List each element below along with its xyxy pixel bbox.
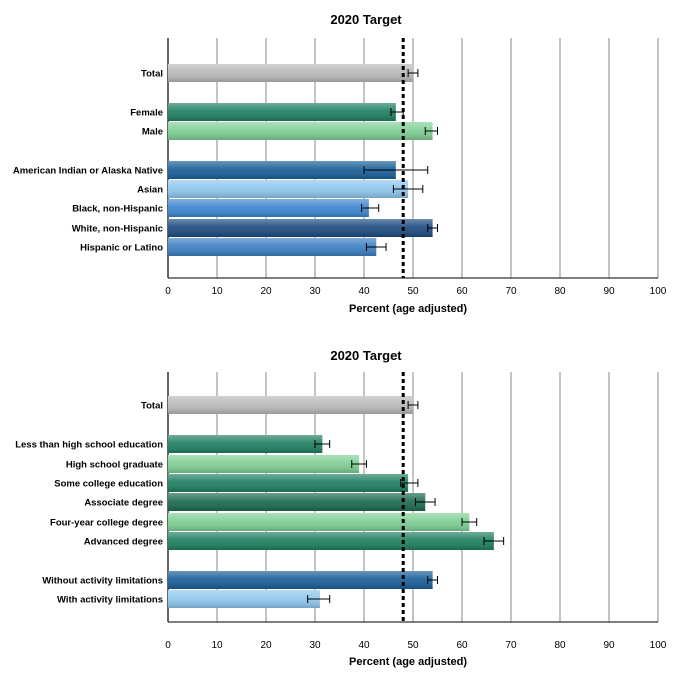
chart-panel-1: 2020 Target 0 10 20 30 40 50 60 70 80 90 100 Percent… — [13, 12, 667, 315]
x-tick-label: 100 — [650, 286, 667, 297]
x-tick-label: 60 — [456, 640, 468, 651]
x-tick-label: 0 — [165, 286, 171, 297]
category-label: Hispanic or Latino — [80, 243, 163, 254]
bar-shading — [168, 474, 409, 492]
x-tick-label: 40 — [358, 640, 370, 651]
chart-title: 2020 Target — [330, 348, 402, 363]
x-tick-label: 100 — [650, 640, 667, 651]
bar-shading — [168, 161, 396, 179]
category-label: Less than high school education — [15, 440, 163, 451]
bar-shading — [168, 455, 360, 473]
bar-shading — [168, 532, 494, 550]
category-label: Advanced degree — [84, 537, 163, 548]
category-label: Black, non-Hispanic — [72, 204, 163, 215]
bar-shading — [168, 122, 433, 140]
x-axis-label: Percent (age adjusted) — [349, 656, 467, 668]
bar-shading — [168, 571, 433, 589]
x-tick-label: 40 — [358, 286, 370, 297]
bar-shading — [168, 435, 323, 453]
x-tick-label: 80 — [554, 640, 566, 651]
category-label: Without activity limitations — [42, 576, 163, 587]
x-tick-label: 10 — [211, 286, 223, 297]
bar-shading — [168, 64, 413, 82]
category-label: Female — [130, 108, 163, 119]
x-tick-label: 0 — [165, 640, 171, 651]
category-label: Total — [141, 69, 163, 80]
x-tick-label: 70 — [505, 640, 517, 651]
bar-shading — [168, 493, 426, 511]
x-tick-label: 80 — [554, 286, 566, 297]
bar-shading — [168, 238, 377, 256]
bar-shading — [168, 513, 470, 531]
category-label: White, non-Hispanic — [72, 224, 163, 235]
x-tick-label: 50 — [407, 286, 419, 297]
x-tick-label: 70 — [505, 286, 517, 297]
category-label: Total — [141, 401, 163, 412]
x-tick-label: 30 — [309, 640, 321, 651]
category-label: Some college education — [54, 479, 163, 490]
bar-shading — [168, 219, 433, 237]
x-tick-label: 90 — [603, 286, 615, 297]
chart-panel-2: 2020 Target 0 10 20 30 40 50 60 70 80 90 100 Percent… — [15, 348, 667, 668]
x-tick-label: 20 — [260, 640, 272, 651]
category-label: With activity limitations — [57, 595, 163, 606]
x-tick-label: 50 — [407, 640, 419, 651]
x-tick-label: 90 — [603, 640, 615, 651]
bar-shading — [168, 590, 320, 608]
category-label: American Indian or Alaska Native — [13, 166, 163, 177]
bar-shading — [168, 103, 396, 121]
category-label: Associate degree — [84, 498, 163, 509]
bar-shading — [168, 396, 413, 414]
x-tick-label: 30 — [309, 286, 321, 297]
chart-title: 2020 Target — [330, 12, 402, 27]
category-label: High school graduate — [66, 460, 163, 471]
x-axis-label: Percent (age adjusted) — [349, 303, 467, 315]
category-label: Four-year college degree — [50, 518, 163, 529]
x-tick-label: 10 — [211, 640, 223, 651]
bar-shading — [168, 180, 409, 198]
x-tick-label: 20 — [260, 286, 272, 297]
bar-shading — [168, 199, 369, 217]
category-label: Male — [142, 127, 163, 138]
category-label: Asian — [137, 185, 163, 196]
x-tick-label: 60 — [456, 286, 468, 297]
